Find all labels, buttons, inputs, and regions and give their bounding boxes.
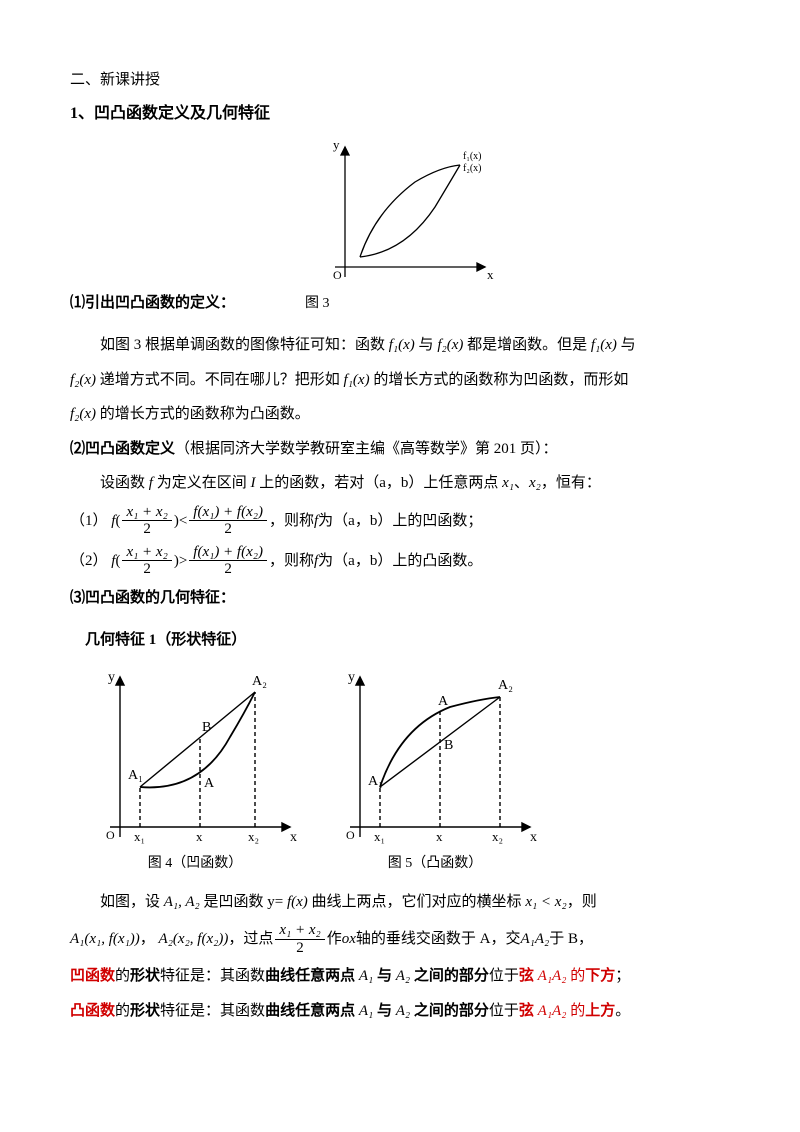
- svg-text:O: O: [346, 828, 355, 842]
- figure-4-caption: 图 4（凹函数）: [90, 851, 300, 878]
- section-intro: 二、新课讲授: [70, 66, 730, 95]
- svg-text:x₁: x₁: [374, 829, 385, 844]
- svg-text:x: x: [290, 830, 297, 845]
- svg-text:A₁: A₁: [368, 774, 383, 789]
- svg-text:x: x: [196, 829, 203, 844]
- f1-label: f₁(x): [463, 151, 481, 162]
- sub-heading-2: ⑵凹凸函数定义（根据同济大学数学教研室主编《高等数学》第 201 页）：: [70, 435, 730, 464]
- geom-para-1: 如图，设 A₁, A₂ 是凹函数 y= f(x) 曲线上两点，它们对应的横坐标 …: [70, 888, 730, 917]
- def-line-1: 设函数 f 为定义在区间 I 上的函数，若对（a，b）上任意两点 x₁、x₂，恒…: [70, 469, 730, 498]
- figure-5-caption: 图 5（凸函数）: [330, 851, 540, 878]
- figure-3-caption: 图 3: [235, 291, 730, 318]
- sub-heading-1: ⑴引出凹凸函数的定义：: [70, 295, 235, 311]
- figure-3: x y O f₁(x) f₂(x): [305, 137, 495, 287]
- svg-text:B: B: [444, 738, 453, 753]
- convex-feature: 凸函数的形状特征是：其函数曲线任意两点 A₁ 与 A₂ 之间的部分位于弦 A₁A…: [70, 997, 730, 1026]
- svg-text:y: y: [108, 670, 115, 685]
- axis-y-label: y: [333, 137, 340, 152]
- svg-text:y: y: [348, 670, 355, 685]
- svg-text:A: A: [438, 694, 449, 709]
- para-2: f₂(x) 递增方式不同。不同在哪儿？把形如 f₁(x) 的增长方式的函数称为凹…: [70, 366, 730, 395]
- svg-text:x₁: x₁: [134, 829, 145, 844]
- svg-text:x₂: x₂: [248, 829, 259, 844]
- main-heading: 1、凹凸函数定义及几何特征: [70, 99, 730, 129]
- formula-2: （2） f( x₁ + x₂2 ) > f(x₁) + f(x₂)2 ，则称 f…: [70, 544, 730, 578]
- figure-4: A₁ A₂ B A x₁ x x₂ y x O: [90, 667, 300, 847]
- figure-5: A₁ A₂ A B x₁ x x₂ y x O: [330, 667, 540, 847]
- svg-text:A₂: A₂: [252, 674, 267, 689]
- svg-text:x: x: [436, 829, 443, 844]
- svg-text:x₂: x₂: [492, 829, 503, 844]
- svg-text:A: A: [204, 776, 215, 791]
- svg-text:A₂: A₂: [498, 678, 513, 693]
- geom-para-2: A₁(x₁, f(x₁))， A₂(x₂, f(x₂))，过点 x₁ + x₂2…: [70, 922, 730, 956]
- origin-label: O: [333, 268, 342, 282]
- axis-x-label: x: [487, 267, 494, 282]
- para-1: 如图 3 根据单调函数的图像特征可知：函数 f₁(x) 与 f₂(x) 都是增函…: [70, 331, 730, 360]
- concave-feature: 凹函数的形状特征是：其函数曲线任意两点 A₁ 与 A₂ 之间的部分位于弦 A₁A…: [70, 962, 730, 991]
- svg-text:A₁: A₁: [128, 768, 143, 783]
- para-3: f₂(x) 的增长方式的函数称为凸函数。: [70, 400, 730, 429]
- svg-text:B: B: [202, 720, 211, 735]
- f2-label: f₂(x): [463, 163, 481, 174]
- svg-text:O: O: [106, 828, 115, 842]
- formula-1: （1） f( x₁ + x₂2 ) < f(x₁) + f(x₂)2 ，则称 f…: [70, 504, 730, 538]
- svg-text:x: x: [530, 830, 537, 845]
- sub-heading-3: ⑶凹凸函数的几何特征：: [70, 584, 730, 613]
- geom-feature-1-title: 几何特征 1（形状特征）: [85, 626, 730, 655]
